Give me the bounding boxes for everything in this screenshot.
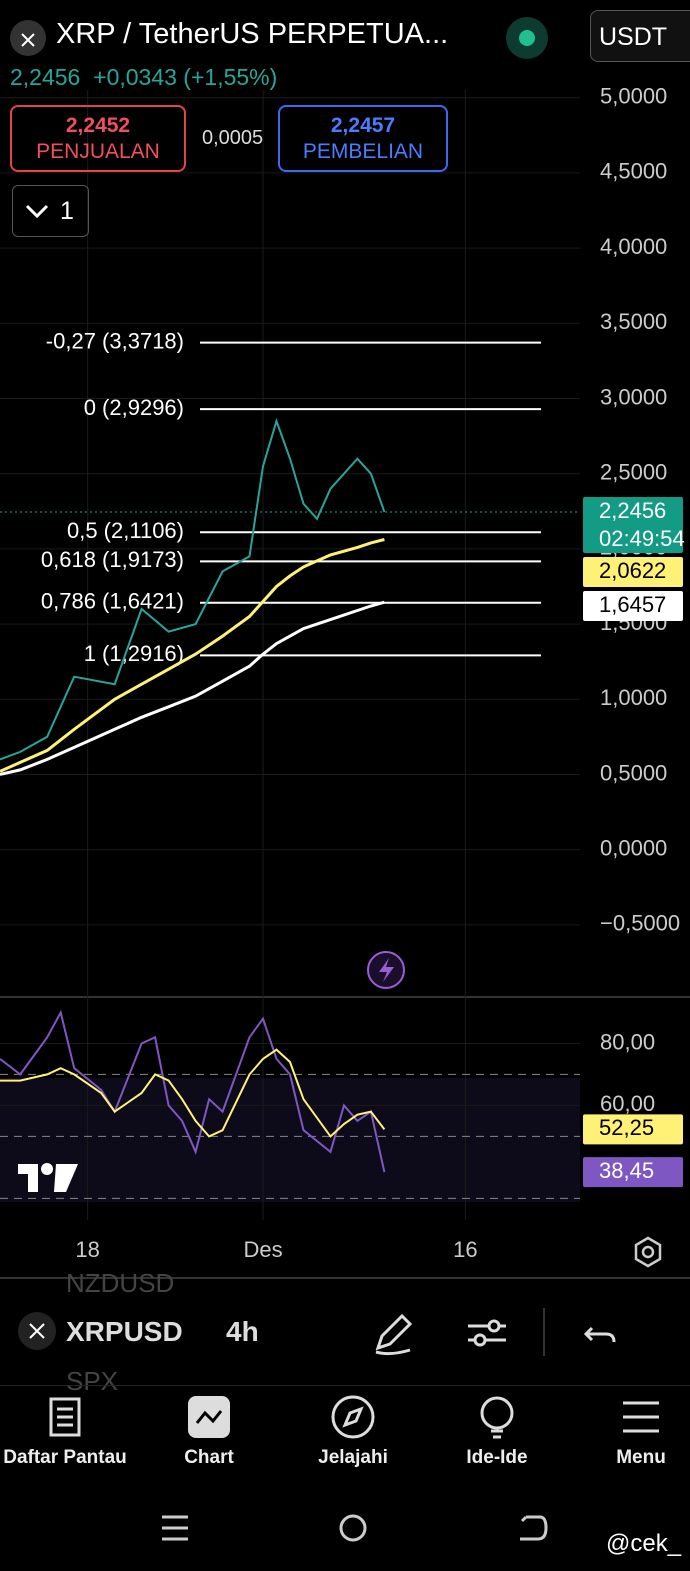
y-tick-label: 80,00 xyxy=(600,1029,655,1054)
symbol[interactable]: XRPUSD xyxy=(66,1316,183,1347)
sell-button[interactable]: 2,2452 PENJUALAN xyxy=(10,105,186,172)
divider xyxy=(0,1385,690,1386)
nav-label: Chart xyxy=(184,1447,234,1468)
market-status xyxy=(506,17,548,59)
y-tick-label: −0,5000 xyxy=(600,911,680,936)
y-tick-label: 4,5000 xyxy=(600,159,667,184)
nav-item[interactable]: Chart xyxy=(140,1395,278,1469)
event-bolt xyxy=(379,958,394,982)
price-tag-label: 2,0622 xyxy=(599,558,666,583)
y-tick-label: 3,0000 xyxy=(600,384,667,409)
nav-item[interactable]: Ide-Ide xyxy=(428,1395,566,1469)
watchlist-prev[interactable]: NZDUSD xyxy=(66,1268,175,1298)
symbol-title[interactable]: XRP / TetherUS PERPETUA... xyxy=(56,18,449,50)
price-tag xyxy=(583,556,683,587)
y-tick-label: 4,0000 xyxy=(600,234,667,259)
price-line: 2,2456 +0,0343 (+1,55%) xyxy=(10,64,277,91)
price-change: +0,0343 (+1,55%) xyxy=(93,64,278,90)
buy-button[interactable]: 2,2457 PEMBELIAN xyxy=(278,105,448,172)
price-tag-label: 38,45 xyxy=(599,1158,654,1183)
system-nav[interactable] xyxy=(150,1505,550,1551)
price-tag xyxy=(583,590,683,621)
indicator-toggle[interactable]: 1 xyxy=(12,185,89,237)
countdown: 02:49:54 xyxy=(599,526,685,551)
fib-label: 0,786 (1,6421) xyxy=(41,589,184,614)
price-tag-label: 2,2456 xyxy=(599,498,666,523)
series-line xyxy=(0,417,386,761)
buy-label: PEMBELIAN xyxy=(302,140,424,163)
y-tick-label: 1,0000 xyxy=(600,685,667,710)
nav-label: Ide-Ide xyxy=(466,1447,528,1468)
price-tag xyxy=(583,1114,683,1145)
axis-settings-dot xyxy=(641,1245,655,1259)
tv-logo xyxy=(16,1160,80,1201)
nav-item[interactable]: Daftar Pantau xyxy=(0,1395,134,1469)
fib-label: 1 (1,2916) xyxy=(84,641,184,666)
series-line xyxy=(0,1009,386,1173)
price-tag xyxy=(583,1157,683,1188)
close-icon xyxy=(21,33,35,47)
remove-symbol[interactable] xyxy=(18,1312,56,1350)
y-tick-label: 60,00 xyxy=(600,1091,655,1116)
chevron xyxy=(25,204,49,219)
fib-label: -0,27 (3,3718) xyxy=(46,328,184,353)
series-line xyxy=(0,600,385,776)
nav-item[interactable]: Menu xyxy=(572,1395,690,1469)
buy-price: 2,2457 xyxy=(330,114,396,137)
y-tick-label: 0,5000 xyxy=(600,760,667,785)
nav-item[interactable]: Jelajahi xyxy=(284,1395,422,1469)
x-tick-label: 16 xyxy=(453,1237,477,1262)
y-tick-label: 3,5000 xyxy=(600,309,667,334)
indicator-count: 1 xyxy=(59,197,74,225)
watermark: @cek_ xyxy=(606,1530,682,1557)
y-tick-label: 2,5000 xyxy=(600,460,667,485)
currency-select[interactable]: USDT xyxy=(590,10,690,62)
series-line xyxy=(0,538,385,773)
price-tag-label: 52,25 xyxy=(599,1115,654,1140)
axis-settings xyxy=(634,1236,662,1268)
y-tick-label: 0,0000 xyxy=(600,835,667,860)
x-tick-label: Des xyxy=(243,1237,282,1262)
last-price: 2,2456 xyxy=(10,64,81,90)
rsi-band xyxy=(0,1078,580,1202)
price-tag xyxy=(583,496,683,553)
series-line xyxy=(0,1048,386,1138)
sell-label: PENJUALAN xyxy=(36,140,160,163)
x-tick-label: 18 xyxy=(75,1237,99,1262)
nav-label: Jelajahi xyxy=(318,1447,388,1468)
nav-label: Menu xyxy=(616,1447,666,1468)
nav-label: Daftar Pantau xyxy=(3,1447,127,1468)
toolbar-icons[interactable] xyxy=(370,1308,690,1358)
fib-label: 0,618 (1,9173) xyxy=(41,547,184,572)
interval[interactable]: 4h xyxy=(226,1316,259,1347)
sell-price: 2,2452 xyxy=(65,114,131,137)
price-tag-label: 1,6457 xyxy=(599,592,666,617)
fib-label: 0 (2,9296) xyxy=(84,395,184,420)
watchlist-next[interactable]: SPX xyxy=(66,1366,119,1396)
y-tick-label: 5,0000 xyxy=(600,84,667,109)
fib-label: 0,5 (2,1106) xyxy=(67,518,184,543)
close-button[interactable] xyxy=(10,20,46,56)
spread: 0,0005 xyxy=(202,127,264,149)
